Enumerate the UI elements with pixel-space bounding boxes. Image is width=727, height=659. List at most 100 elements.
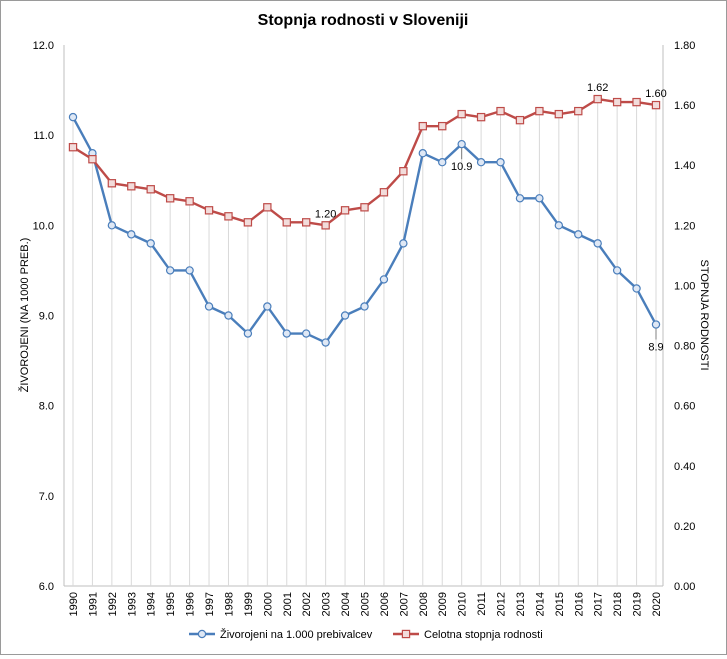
- births-point: [593, 239, 602, 248]
- right-tick-label: 1.20: [674, 220, 695, 232]
- right-tick-label: 0.20: [674, 521, 695, 533]
- right-tick-label: 0.80: [674, 341, 695, 353]
- left-tick-label: 7.0: [39, 491, 54, 503]
- births-point: [165, 266, 175, 275]
- x-tick-label: 2000: [262, 592, 274, 616]
- fertility-point: [321, 221, 330, 230]
- births-point: [554, 221, 564, 230]
- data-label: 1.20: [315, 208, 336, 220]
- births-point: [204, 302, 214, 311]
- births-point: [282, 329, 291, 338]
- fertility-point: [263, 203, 272, 212]
- x-tick-label: 2016: [573, 592, 585, 616]
- fertility-point: [418, 121, 428, 131]
- x-tick-label: 2012: [496, 592, 508, 616]
- fertility-point: [535, 106, 544, 116]
- left-tick-label: 10.0: [33, 220, 54, 232]
- births-point: [418, 148, 427, 158]
- fertility-point: [204, 206, 214, 215]
- births-point: [535, 194, 544, 203]
- right-axis-title: STOPNJA RODNOSTI: [698, 259, 710, 370]
- fertility-point: [282, 218, 291, 227]
- x-tick-label: 2002: [301, 592, 313, 616]
- x-tick-label: 2020: [651, 592, 663, 616]
- data-label: 10.9: [451, 161, 472, 173]
- x-tick-label: 2014: [534, 592, 546, 616]
- x-tick-label: 1992: [107, 592, 119, 616]
- fertility-point: [68, 142, 78, 152]
- legend-marker-circle: [197, 629, 207, 639]
- fertility-point: [515, 115, 525, 125]
- right-tick-label: 0.40: [674, 461, 695, 473]
- births-point: [515, 194, 525, 203]
- x-tick-label: 1998: [223, 592, 235, 616]
- births-point: [321, 338, 330, 347]
- births-point: [127, 230, 136, 239]
- fertility-point: [651, 100, 661, 110]
- fertility-point: [88, 155, 97, 164]
- x-tick-label: 2019: [632, 592, 644, 616]
- x-tick-label: 2010: [457, 592, 469, 616]
- right-tick-label: 1.80: [674, 40, 695, 52]
- fertility-point: [243, 218, 253, 227]
- fertility-point: [632, 97, 641, 107]
- fertility-point: [340, 206, 350, 215]
- x-tick-label: 1994: [146, 592, 158, 616]
- fertility-point: [127, 182, 136, 191]
- fertility-point: [185, 197, 194, 206]
- legend: Živorojeni na 1.000 prebivalcev Celotna s…: [189, 628, 543, 641]
- births-point: [574, 230, 583, 239]
- left-axis-title: ŽIVOROJENI (NA 1000 PREB.): [18, 238, 31, 393]
- births-point: [243, 329, 253, 338]
- left-tick-label: 9.0: [39, 311, 54, 323]
- x-tick-label: 2017: [593, 592, 605, 616]
- x-tick-label: 2001: [282, 592, 294, 616]
- x-tick-label: 1995: [165, 592, 177, 616]
- births-point: [496, 158, 505, 167]
- fertility-point: [612, 97, 622, 107]
- x-tick-label: 2013: [515, 592, 527, 616]
- legend-label: Živorojeni na 1.000 prebivalcev: [220, 628, 373, 641]
- legend-label: Celotna stopnja rodnosti: [424, 629, 543, 641]
- data-label: 1.60: [645, 88, 666, 100]
- fertility-point: [165, 194, 175, 203]
- left-tick-label: 8.0: [39, 401, 54, 413]
- births-point: [340, 311, 350, 320]
- births-point: [476, 158, 486, 167]
- x-tick-label: 1993: [126, 592, 138, 616]
- fertility-point: [360, 203, 369, 212]
- births-point: [457, 139, 466, 149]
- left-tick-label: 11.0: [33, 130, 54, 142]
- fertility-point: [399, 167, 408, 176]
- right-tick-label: 1.40: [674, 160, 695, 172]
- x-tick-label: 2009: [437, 592, 449, 616]
- x-tick-label: 2015: [554, 592, 566, 616]
- fertility-point: [457, 109, 466, 119]
- births-point: [379, 275, 389, 284]
- births-point: [360, 302, 369, 311]
- x-tick-label: 1999: [243, 592, 255, 616]
- x-tick-label: 2006: [379, 592, 391, 616]
- x-tick-label: 2011: [476, 592, 488, 616]
- x-tick-label: 2018: [612, 592, 624, 616]
- data-label: 1.62: [587, 82, 608, 94]
- births-point: [185, 266, 194, 275]
- births-point: [263, 302, 272, 311]
- fertility-point: [593, 94, 602, 104]
- fertility-point: [146, 185, 155, 194]
- fertility-point: [496, 106, 505, 116]
- fertility-point: [438, 121, 447, 131]
- chart-title: Stopnja rodnosti v Sloveniji: [258, 12, 469, 29]
- fertility-point: [224, 212, 233, 221]
- x-tick-label: 1990: [68, 592, 80, 616]
- data-label: 8.9: [648, 342, 663, 354]
- x-tick-label: 1991: [87, 592, 99, 616]
- fertility-point: [379, 188, 389, 197]
- births-point: [68, 112, 78, 122]
- x-tick-label: 2003: [321, 592, 333, 616]
- fertility-point: [476, 112, 486, 122]
- births-point: [612, 266, 622, 275]
- births-point: [438, 158, 447, 167]
- births-point: [224, 311, 233, 320]
